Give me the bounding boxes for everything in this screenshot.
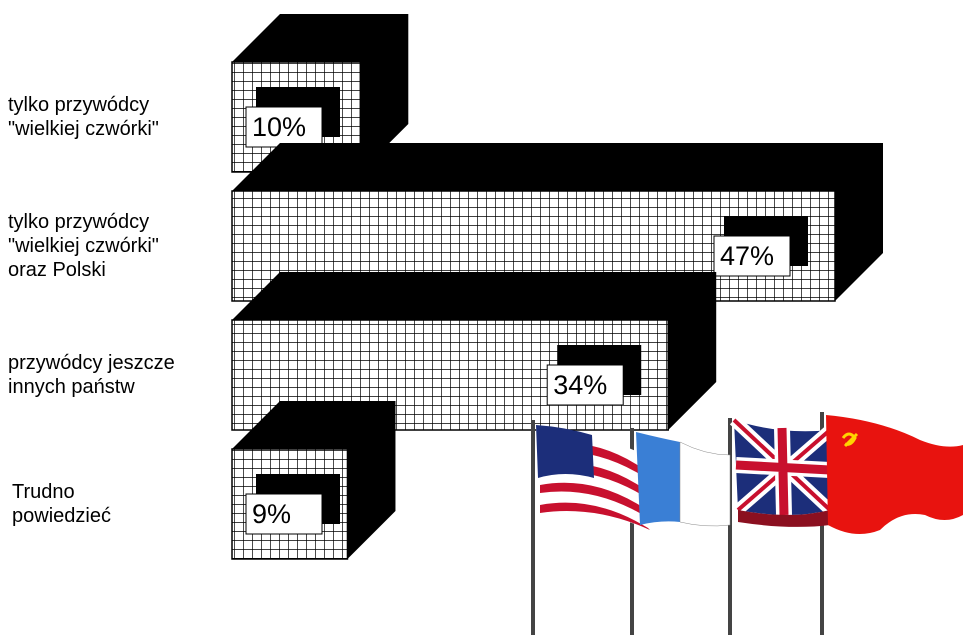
- value-label-box: [713, 235, 791, 277]
- category-label: przywódcy jeszcze innych państw: [8, 352, 175, 398]
- value-label: 10%: [252, 112, 306, 142]
- flag-ussr: [826, 415, 963, 534]
- value-label: 47%: [720, 241, 774, 271]
- flag-uk: [729, 415, 835, 527]
- bar-shadow: [232, 14, 409, 172]
- flag-usa: [536, 425, 650, 530]
- flags: [531, 412, 963, 635]
- bar-shadow: [232, 401, 396, 559]
- value-label-box: [546, 364, 624, 406]
- flag-france: [636, 432, 731, 527]
- value-label: 34%: [553, 370, 607, 400]
- value-label-box: [245, 493, 323, 535]
- bar-shadow: [232, 143, 883, 301]
- value-label: 9%: [252, 499, 291, 529]
- category-label: Trudno powiedzieć: [12, 481, 111, 527]
- bar-shadow: [232, 272, 717, 430]
- category-label: tylko przywódcy "wielkiej czwórki" oraz Po…: [8, 211, 159, 281]
- category-label: tylko przywódcy "wielkiej czwórki": [8, 94, 159, 140]
